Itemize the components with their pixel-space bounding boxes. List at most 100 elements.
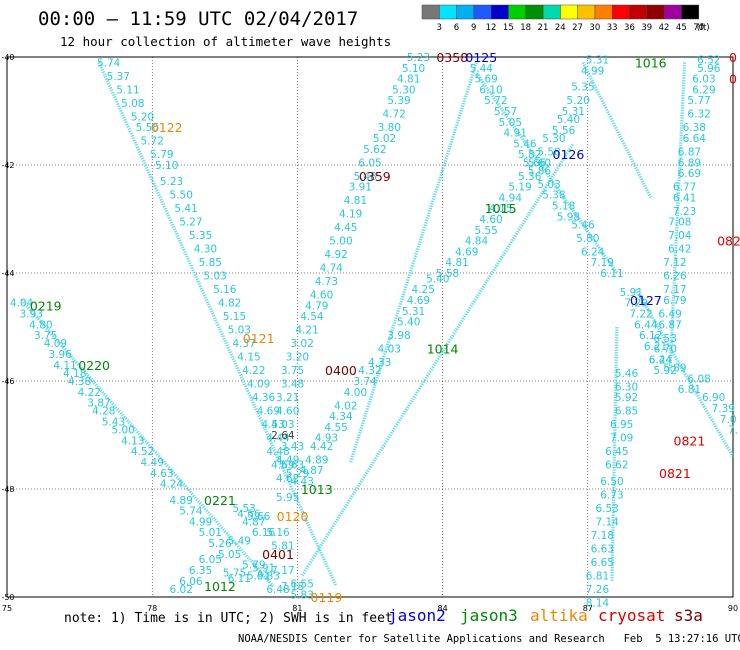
wave-height-label: 4.81 [344,195,367,207]
wave-height-label: 4.34 [329,411,353,423]
legend-tick-label: 45 [676,23,687,33]
wave-height-label: 4.21 [295,325,318,337]
wave-height-label: 5.77 [687,95,710,107]
wave-height-label: 5.18 [552,201,575,213]
page-subtitle: 12 hour collection of altimeter wave hei… [60,34,392,49]
wave-height-label: 4.09 [44,338,67,350]
legend-tick-label: 27 [572,23,583,33]
wave-height-label: 4.56 [237,508,261,520]
wave-height-label: 4.94 [499,192,523,204]
wave-height-label: 4.63 [150,468,173,480]
wave-height-label: 5.46 [571,219,595,231]
wave-height-label: 5.49 [228,535,251,547]
wave-height-label: 3.80 [378,122,401,134]
wave-height-label: 4.60 [310,290,333,302]
wave-height-label: 4.52 [131,446,154,458]
wave-height-label: 7.08 [668,217,691,229]
wave-height-label: 6.10 [479,84,502,96]
wave-height-label: 3.48 [281,379,304,391]
pass-label-cryosat: 0821 [674,433,706,448]
map-frame [6,56,734,598]
wave-height-label: 5.41 [174,203,197,215]
wave-height-label: 4.99 [581,66,604,78]
wave-height-label: 8.14 [586,597,610,609]
wave-height-label: 5.53 [232,503,255,515]
wave-height-label: 6.02 [170,584,193,596]
wave-height-label: 4.15 [489,203,512,215]
wave-height-label: 7.26 [586,584,610,596]
wave-height-label: 5.56 [552,125,576,137]
lon-tick-label: 87 [583,604,593,613]
wave-height-label: 4.60 [276,406,299,418]
legend-tick-label: 9 [471,23,476,33]
wave-height-label: 4.99 [189,516,212,528]
wave-height-label: 4.55 [324,422,347,434]
wave-height-label: 5.74 [97,57,121,69]
wave-height-label: 5.83 [291,589,314,601]
wave-height-label: 4.91 [504,128,527,140]
wave-height-label: 5.56 [136,122,160,134]
wave-height-label: 5.15 [223,311,246,323]
wave-height-label: 5.11 [116,84,139,96]
wave-height-label: 5.31 [562,106,585,118]
wave-height-label: 2.64 [271,430,295,442]
wave-height-label: 4.33 [368,357,391,369]
wave-height-label: 5.96 [697,63,721,75]
wave-height-label: 4.32 [358,365,381,377]
credit-line: NOAA/NESDIS Center for Satellite Applica… [238,633,740,645]
pass-label-s3a: 0401 [262,547,294,562]
wave-height-label: 6.53 [595,503,618,515]
satellite-track [97,61,338,587]
wave-height-label: 5.20 [566,95,589,107]
wave-height-label: 5.01 [199,527,222,539]
legend-swatch [681,4,700,20]
legend-tick-label: 18 [520,23,531,33]
wave-height-label: 7.22 [629,309,652,321]
wave-height-label: 5.08 [121,98,144,110]
wave-height-label: 6.06 [179,576,203,588]
wave-height-label: 5.05 [499,117,522,129]
wave-height-label: 3.91 [349,182,372,194]
satellite-track [20,298,275,588]
wave-height-label: 5.62 [363,144,386,156]
legend-tick-label: 12 [486,23,497,33]
wave-height-label: 5.69 [474,74,497,86]
legend-unit: (ft) [697,23,710,33]
wave-height-label: 5.85 [199,257,222,269]
wave-height-label: 4.11 [53,360,76,372]
wave-height-label: 5.31 [586,55,609,67]
wave-height-label: 4.22 [242,365,265,377]
wave-height-label: 5.10 [402,63,425,75]
lat-tick-label: -48 [1,485,14,494]
wave-height-label: 4.49 [276,454,299,466]
lon-tick-label: 75 [2,604,12,613]
wave-height-label: 4.69 [407,295,430,307]
wave-height-label: 5.43 [102,417,125,429]
wave-height-label: 5.80 [576,233,599,245]
pass-label-jason3: 1013 [301,482,333,497]
wave-height-label: 7.09 [610,433,633,445]
wave-height-label: 4.81 [445,257,468,269]
wave-height-label: 4.89 [305,454,328,466]
wave-height-label: 5.03 [228,325,251,337]
wave-height-label: 7.04 [668,230,692,242]
wave-height-label: 5.35 [189,230,212,242]
wave-height-label: 6.11 [228,573,251,585]
wave-height-label: 4.38 [68,376,91,388]
wave-height-label: 5.03 [203,271,226,283]
pass-label-altika: 0119 [311,590,343,605]
wave-height-label: 4.18 [63,368,86,380]
wave-height-label: 4.37 [232,338,255,350]
pass-label-altika: 0122 [151,120,183,135]
legend-tick-label: 6 [454,23,459,33]
wave-height-label: 6.48 [266,584,289,596]
wave-height-label: 3.93 [20,309,43,321]
wave-height-label: 4.87 [242,516,265,528]
wave-height-label: 3.87 [87,398,110,410]
wave-height-label: 5.23 [160,176,183,188]
wave-height-label: 5.46 [513,138,537,150]
wave-height-label: 7.18 [281,581,304,593]
wave-height-label: 3.21 [276,392,299,404]
wave-height-label: 5.44 [470,63,494,75]
wave-height-label: 4.92 [324,249,347,261]
